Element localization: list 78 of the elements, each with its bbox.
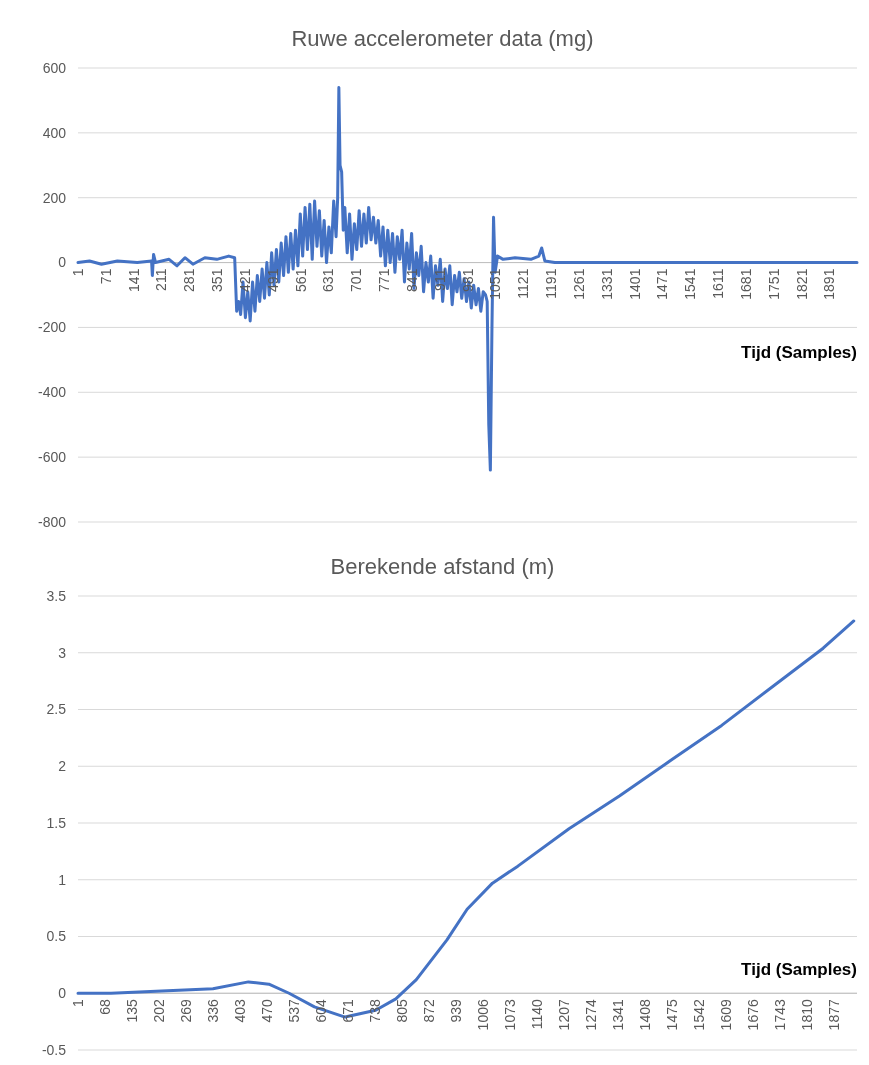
x-tick-label: 281	[181, 268, 198, 292]
y-tick-label: -800	[37, 513, 67, 530]
x-tick-label: 1051	[487, 268, 504, 300]
x-tick-label: 561	[292, 268, 309, 292]
x-tick-label: 1140	[528, 999, 545, 1030]
x-tick-label: 1542	[690, 999, 707, 1031]
x-tick-label: 631	[320, 268, 337, 292]
x-axis-title: Tijd (Samples)	[741, 960, 857, 980]
x-tick-label: 805	[393, 999, 410, 1023]
x-tick-label: 403	[231, 999, 248, 1023]
x-tick-label: 604	[312, 999, 329, 1023]
y-tick-label: 0	[58, 254, 67, 271]
x-tick-label: 771	[376, 268, 393, 292]
x-tick-label: 701	[348, 268, 365, 292]
x-tick-label: 1475	[663, 999, 680, 1031]
x-tick-label: 135	[123, 999, 140, 1023]
y-tick-label: 0.5	[46, 928, 67, 945]
x-tick-label: 269	[177, 999, 194, 1023]
y-tick-label: 600	[42, 59, 67, 76]
x-tick-label: 939	[447, 999, 464, 1023]
y-tick-label: 1	[58, 871, 67, 888]
y-tick-label: -0.5	[41, 1041, 67, 1058]
chart-title: Berekende afstand (m)	[330, 554, 555, 579]
x-tick-label: 1743	[771, 999, 788, 1031]
x-tick-label: 1073	[501, 999, 518, 1031]
x-tick-label: 491	[264, 268, 281, 292]
x-tick-label: 1611	[710, 268, 727, 299]
x-tick-label: 911	[431, 268, 448, 291]
x-tick-label: 68	[96, 999, 113, 1015]
x-tick-label: 336	[204, 999, 221, 1023]
x-tick-label: 71	[97, 268, 114, 285]
x-tick-label: 1877	[825, 999, 842, 1031]
y-tick-label: -600	[37, 449, 67, 466]
x-tick-label: 872	[420, 999, 437, 1023]
y-tick-label: 400	[42, 124, 67, 141]
x-tick-label: 1274	[582, 999, 599, 1031]
x-tick-label: 1401	[626, 268, 643, 300]
y-tick-label: -200	[37, 319, 67, 336]
x-tick-label: 1609	[717, 999, 734, 1031]
y-tick-label: 3	[58, 644, 67, 661]
x-tick-label: 1	[69, 999, 86, 1008]
x-tick-label: 841	[403, 268, 420, 292]
x-tick-label: 202	[150, 999, 167, 1023]
x-tick-label: 1331	[598, 268, 615, 300]
chart-title: Ruwe accelerometer data (mg)	[291, 26, 594, 51]
x-tick-label: 1207	[555, 999, 572, 1031]
x-tick-label: 211	[153, 268, 170, 291]
x-tick-label: 1261	[570, 268, 587, 300]
x-tick-label: 1	[69, 268, 86, 277]
x-tick-label: 351	[209, 268, 226, 292]
y-tick-label: 3.5	[46, 587, 67, 604]
x-axis-title: Tijd (Samples)	[741, 342, 857, 362]
x-tick-label: 421	[236, 268, 253, 292]
y-tick-label: -400	[37, 384, 67, 401]
x-tick-label: 1676	[744, 999, 761, 1031]
x-tick-label: 1006	[474, 999, 491, 1031]
y-tick-label: 1.5	[46, 814, 67, 831]
y-tick-label: 200	[42, 189, 67, 206]
x-tick-label: 1821	[793, 268, 810, 300]
x-tick-label: 1191	[543, 268, 560, 299]
x-tick-label: 1751	[765, 268, 782, 300]
x-tick-label: 470	[258, 999, 275, 1023]
x-tick-label: 1681	[737, 268, 754, 300]
x-tick-label: 1810	[798, 999, 815, 1031]
x-tick-label: 537	[285, 999, 302, 1023]
y-tick-label: 2	[58, 758, 67, 775]
x-tick-label: 1121	[515, 268, 532, 299]
x-tick-label: 1471	[654, 268, 671, 300]
y-tick-label: 2.5	[46, 701, 67, 718]
y-tick-label: 0	[58, 985, 67, 1002]
x-tick-label: 141	[125, 268, 142, 292]
x-tick-label: 1341	[609, 999, 626, 1031]
x-tick-label: 981	[459, 268, 476, 292]
x-tick-label: 738	[366, 999, 383, 1023]
x-tick-label: 1891	[821, 268, 838, 300]
x-tick-label: 1541	[682, 268, 699, 300]
x-tick-label: 1408	[636, 999, 653, 1031]
x-tick-label: 671	[339, 999, 356, 1023]
